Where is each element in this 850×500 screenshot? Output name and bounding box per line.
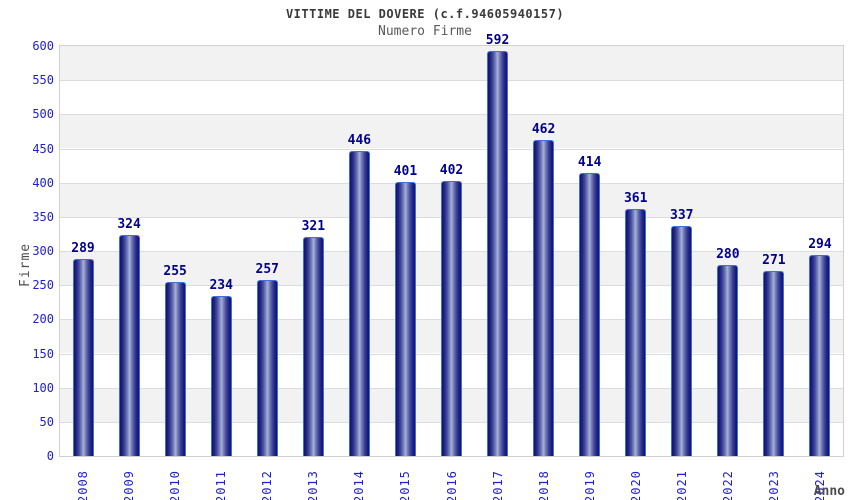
- bar-2020: [625, 209, 647, 456]
- bar-value-label: 271: [762, 252, 786, 268]
- y-axis-title: Firme: [18, 242, 33, 287]
- y-tick-label: 250: [32, 278, 54, 293]
- plot-band: [60, 148, 843, 183]
- x-tick-label: 2009: [122, 470, 137, 500]
- bar-2011: [210, 296, 232, 456]
- x-tick-label: 2021: [674, 470, 689, 500]
- plot-band: [60, 114, 843, 149]
- bar-2018: [533, 140, 555, 456]
- bar-value-label: 361: [623, 191, 648, 207]
- chart-subtitle: Numero Firme: [378, 24, 472, 39]
- bar-2022: [717, 264, 739, 456]
- bar-value-label: 324: [117, 216, 141, 232]
- y-tick-label: 500: [32, 107, 54, 122]
- y-tick-label: 150: [32, 346, 54, 361]
- x-tick-label: 2011: [214, 470, 229, 500]
- gridline: [60, 148, 843, 150]
- bar-value-label: 289: [71, 240, 95, 256]
- y-tick-label: 300: [32, 244, 54, 258]
- x-tick-label: 2019: [582, 470, 597, 500]
- y-tick-label: 200: [32, 312, 54, 327]
- bar-value-label: 446: [347, 133, 372, 149]
- x-tick-label: 2010: [168, 470, 183, 500]
- x-tick-label: 2017: [490, 470, 505, 500]
- bar-value-label: 337: [670, 207, 694, 223]
- bar-value-label: 462: [531, 122, 556, 138]
- x-tick-label: 2023: [766, 470, 781, 500]
- x-tick-label: 2020: [628, 470, 643, 500]
- y-tick-label: 600: [32, 39, 54, 53]
- bar-2016: [441, 181, 462, 456]
- x-tick-label: 2013: [306, 470, 321, 500]
- bar-2008: [72, 258, 94, 456]
- bar-value-label: 294: [808, 237, 832, 253]
- x-tick-label: 2016: [444, 470, 459, 500]
- bar-2013: [302, 236, 324, 456]
- bar-2019: [579, 173, 601, 456]
- bar-value-label: 321: [301, 218, 326, 234]
- y-tick-label: 100: [32, 380, 54, 395]
- bar-value-label: 414: [577, 155, 602, 171]
- x-tick-label: 2018: [536, 470, 551, 500]
- y-tick-label: 400: [32, 175, 54, 190]
- bar-value-label: 280: [716, 246, 740, 262]
- y-tick-label: 350: [32, 209, 54, 224]
- y-tick-label: 50: [39, 414, 54, 429]
- bar-value-label: 402: [439, 163, 464, 179]
- bar-2014: [348, 151, 370, 456]
- bar-value-label: 255: [163, 263, 187, 279]
- gridline: [60, 80, 843, 82]
- plot-area: 289 324 255 234 257 321 446 401 402 592 462 414 361 3…: [59, 33, 844, 457]
- chart-title: VITTIME DEL DOVERE (c.f.94605940157): [285, 7, 565, 21]
- bar-value-label: 592: [485, 33, 510, 49]
- plot-band: [60, 80, 843, 115]
- bar-2009: [118, 234, 140, 456]
- bar-2012: [256, 280, 278, 456]
- bar-value-label: 257: [255, 262, 279, 278]
- x-axis-title: Anno: [813, 484, 845, 499]
- bar-2015: [394, 181, 416, 456]
- y-tick-label: 550: [32, 73, 54, 88]
- y-tick-label: 450: [32, 141, 54, 156]
- gridline: [60, 114, 843, 116]
- bar-value-label: 234: [209, 278, 233, 294]
- x-tick-label: 2008: [76, 470, 91, 500]
- bar-2023: [763, 270, 785, 456]
- x-tick-label: 2015: [398, 470, 413, 500]
- x-tick-label: 2014: [352, 470, 367, 500]
- x-tick-label: 2012: [260, 470, 275, 500]
- bar-2021: [671, 225, 693, 456]
- bar-2010: [164, 281, 186, 456]
- bar-value-label: 401: [393, 163, 418, 179]
- plot-band: [60, 46, 843, 81]
- y-tick-label: 0: [46, 449, 54, 463]
- x-tick-label: 2022: [720, 470, 735, 500]
- bar-2024: [809, 255, 831, 456]
- bar-2017: [487, 51, 509, 456]
